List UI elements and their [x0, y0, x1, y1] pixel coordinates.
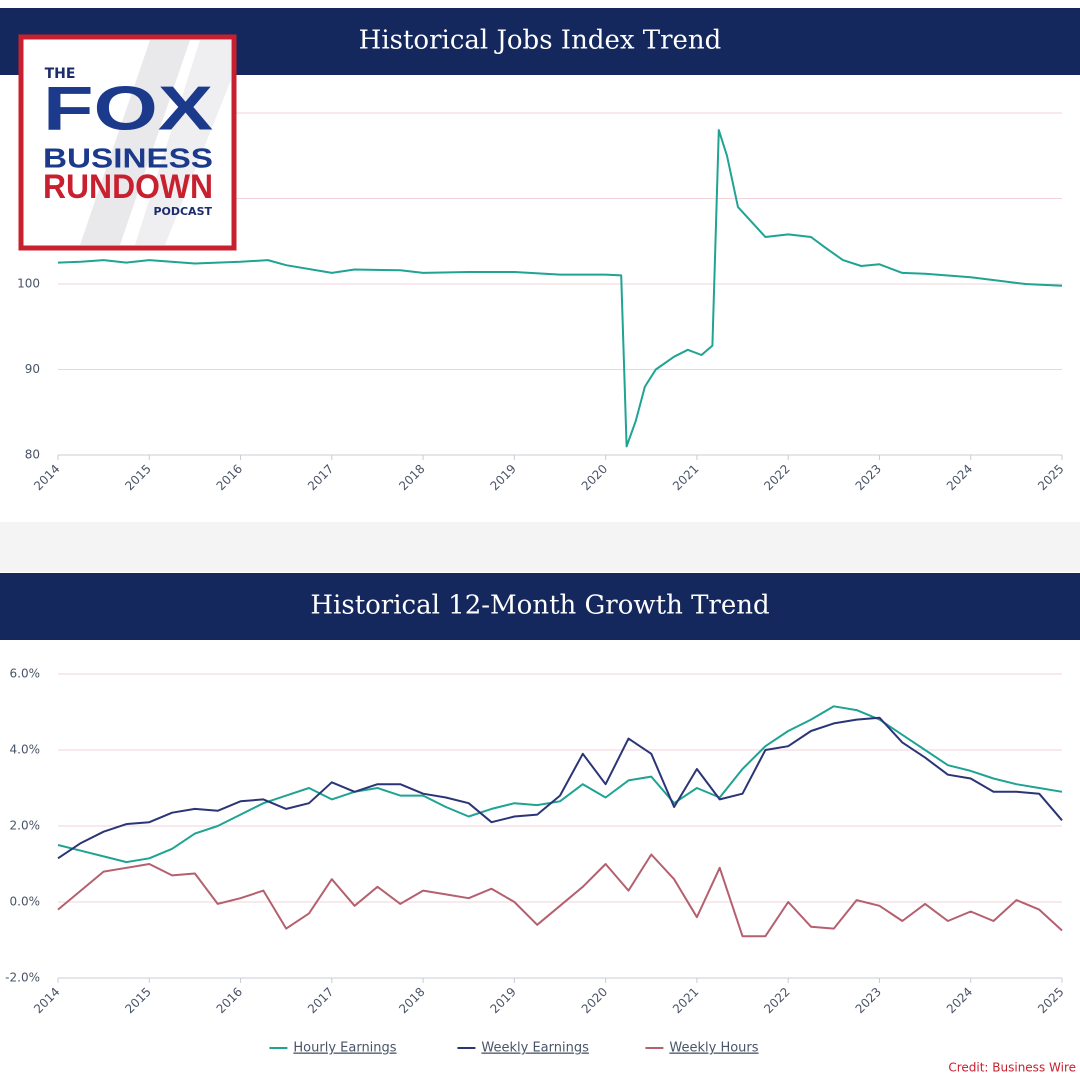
y-tick-label: 6.0% — [10, 667, 41, 681]
chart-header — [0, 573, 1080, 640]
x-tick-label: 2014 — [31, 462, 62, 493]
x-tick-label: 2021 — [670, 462, 701, 493]
data-line — [57, 716, 1063, 860]
data-line — [57, 853, 1063, 938]
y-tick-label: 80 — [25, 448, 40, 462]
x-tick-label: 2022 — [761, 462, 792, 493]
separator — [0, 522, 1080, 572]
x-tick-label: 2022 — [761, 985, 792, 1016]
credit: Credit: Business Wire — [948, 1061, 1076, 1075]
logo-fox: FOX — [43, 74, 213, 143]
x-tick-label: 2023 — [853, 462, 884, 493]
y-tick-label: 100 — [17, 277, 40, 291]
x-tick-label: 2019 — [487, 462, 518, 493]
x-tick-label: 2025 — [1035, 985, 1066, 1016]
data-line — [57, 129, 1063, 448]
logo-podcast: PODCAST — [153, 205, 212, 218]
x-tick-label: 2023 — [853, 985, 884, 1016]
charts: Historical Jobs Index Trend8090100110120… — [0, 8, 1080, 1056]
y-tick-label: 0.0% — [10, 895, 41, 909]
x-tick-label: 2020 — [579, 462, 610, 493]
y-tick-label: -2.0% — [5, 971, 40, 985]
chart-title: Historical Jobs Index Trend — [359, 26, 722, 56]
legend-label: Weekly Earnings — [481, 1041, 589, 1056]
x-tick-label: 2018 — [396, 462, 427, 493]
logo-the: THE — [45, 66, 76, 82]
x-tick-label: 2014 — [31, 985, 62, 1016]
y-tick-label: 4.0% — [10, 743, 41, 757]
x-tick-label: 2025 — [1035, 462, 1066, 493]
logo-business: BUSINESS — [43, 142, 213, 173]
x-tick-label: 2020 — [579, 985, 610, 1016]
x-tick-label: 2024 — [944, 985, 975, 1016]
x-tick-label: 2018 — [396, 985, 427, 1016]
x-tick-label: 2016 — [214, 462, 245, 493]
data-line — [57, 705, 1063, 864]
y-tick-label: 2.0% — [10, 819, 41, 833]
x-tick-label: 2017 — [305, 985, 336, 1016]
x-tick-label: 2024 — [944, 462, 975, 493]
logo-stripe — [80, 40, 190, 245]
legend-label: Hourly Earnings — [293, 1041, 396, 1056]
logo-rundown: RUNDOWN — [43, 168, 213, 206]
x-tick-label: 2021 — [670, 985, 701, 1016]
logo-stripe — [135, 40, 231, 245]
chart-title: Historical 12-Month Growth Trend — [310, 591, 769, 621]
legend-label: Weekly Hours — [669, 1041, 758, 1056]
x-tick-label: 2017 — [305, 462, 336, 493]
x-tick-label: 2015 — [122, 462, 153, 493]
x-tick-label: 2019 — [487, 985, 518, 1016]
x-tick-label: 2016 — [214, 985, 245, 1016]
x-tick-label: 2015 — [122, 985, 153, 1016]
logo: THE FOX BUSINESS RUNDOWN PODCAST — [18, 34, 237, 251]
y-tick-label: 90 — [25, 362, 40, 376]
